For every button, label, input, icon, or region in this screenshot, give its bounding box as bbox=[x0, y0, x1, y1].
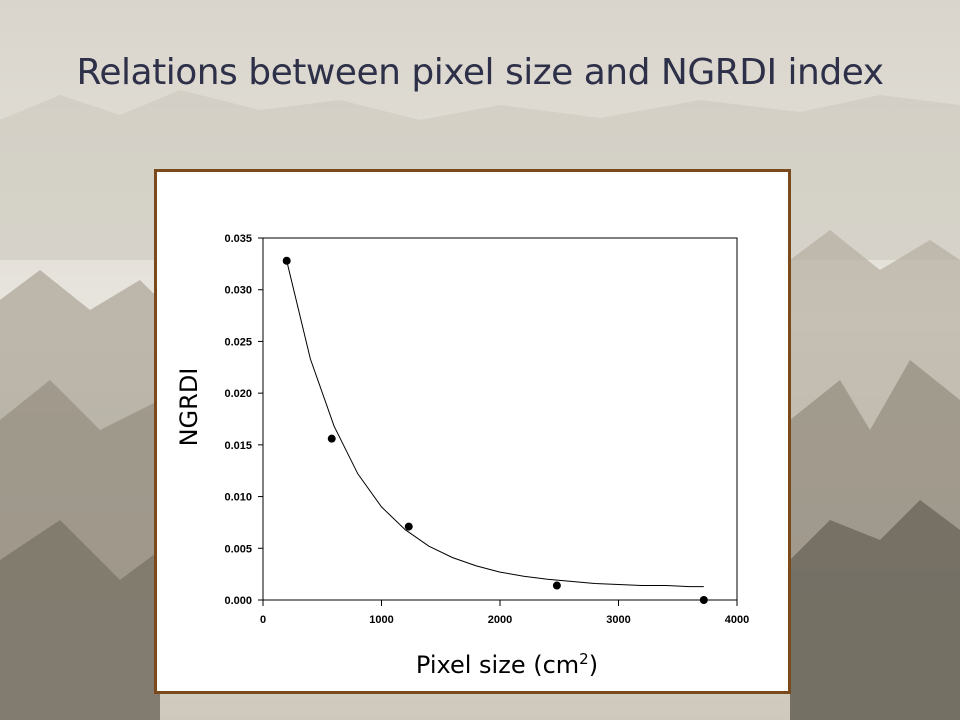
x-axis-label-superscript: 2 bbox=[579, 650, 589, 668]
y-tick-label: 0.000 bbox=[224, 595, 252, 607]
x-axis-label-prefix: Pixel size (cm bbox=[415, 651, 580, 679]
y-tick-label: 0.020 bbox=[224, 388, 252, 400]
chart-frame: 0.000 0.005 0.010 0.015 0.020 0.025 0.030 0.035… bbox=[154, 169, 791, 694]
y-axis-label: NGRDI bbox=[175, 367, 203, 447]
y-tick-label: 0.010 bbox=[224, 492, 252, 504]
y-tick-label: 0.025 bbox=[224, 336, 252, 348]
slide-title: Relations between pixel size and NGRDI i… bbox=[76, 52, 884, 93]
y-tick-label: 0.005 bbox=[224, 543, 252, 555]
x-tick-label: 4000 bbox=[725, 614, 749, 626]
x-axis-label-suffix: ) bbox=[588, 651, 599, 679]
x-axis-label: Pixel size (cm2) bbox=[377, 650, 637, 679]
x-tick-label: 2000 bbox=[488, 614, 512, 626]
scatter-chart: 0.000 0.005 0.010 0.015 0.020 0.025 0.030 0.035… bbox=[224, 233, 749, 626]
data-point bbox=[552, 581, 561, 590]
x-tick-label: 1000 bbox=[369, 614, 393, 626]
y-tick-label: 0.015 bbox=[224, 440, 252, 452]
x-tick-label: 3000 bbox=[606, 614, 630, 626]
y-tick-label: 0.030 bbox=[224, 285, 252, 297]
fit-curve-line bbox=[286, 260, 704, 588]
data-point bbox=[699, 596, 708, 604]
y-tick-label: 0.035 bbox=[224, 233, 252, 245]
data-point bbox=[282, 256, 291, 265]
data-point bbox=[404, 522, 413, 531]
plot-area-border bbox=[262, 237, 738, 601]
data-point bbox=[327, 434, 336, 443]
x-tick-label: 0 bbox=[260, 614, 266, 626]
